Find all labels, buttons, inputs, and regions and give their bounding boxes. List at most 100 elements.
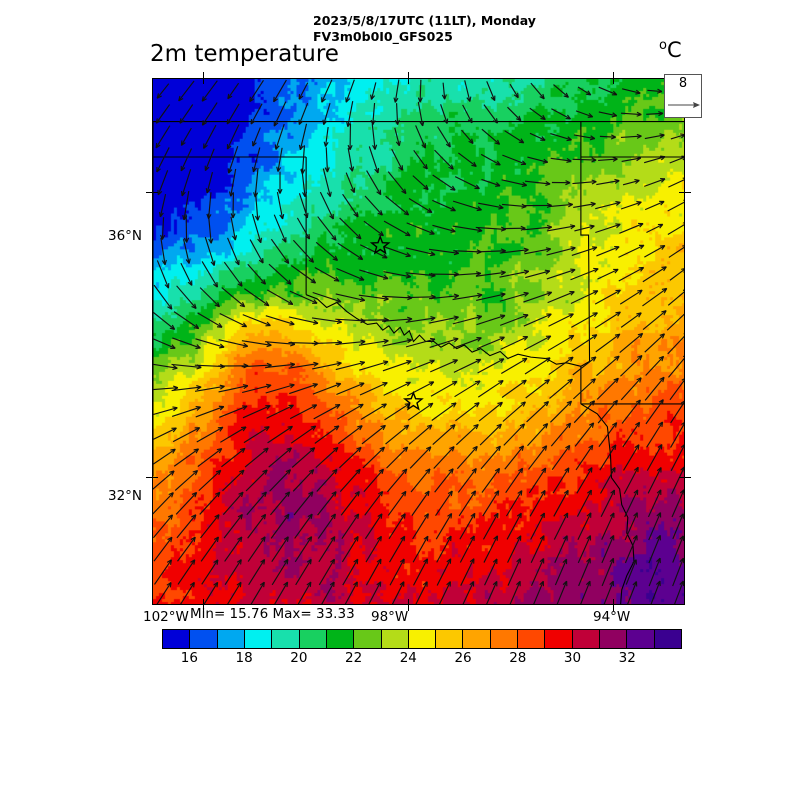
- wind-arrow-icon: [668, 245, 684, 258]
- wind-arrow-icon: [596, 355, 620, 377]
- wind-arrow-icon: [247, 263, 267, 285]
- wind-arrow-icon: [646, 111, 664, 117]
- wind-arrow-icon: [524, 335, 552, 351]
- wind-arrow-icon: [346, 101, 354, 127]
- colorbar-swatch: [408, 630, 437, 648]
- wind-arrow-icon: [499, 291, 529, 302]
- wind-arrow-icon: [453, 358, 482, 373]
- wind-arrow-icon: [486, 580, 498, 604]
- wind-arrow-icon: [524, 180, 551, 187]
- lat-tick-label-32: 32°N: [108, 488, 143, 504]
- wind-arrow-icon: [644, 244, 666, 258]
- wind-arrow-icon: [277, 171, 283, 194]
- wind-arrow-icon: [571, 246, 598, 256]
- colorbar-swatch: [326, 630, 355, 648]
- wind-arrow-icon: [503, 423, 526, 446]
- wind-arrow-icon: [321, 581, 335, 604]
- degree-symbol: o: [659, 38, 667, 53]
- wind-arrow-icon: [223, 513, 243, 539]
- wind-arrow-icon: [667, 199, 684, 212]
- wind-arrow-icon: [667, 222, 684, 235]
- wind-arrow-icon: [475, 270, 506, 277]
- wind-arrow-icon: [570, 267, 599, 281]
- map-plot-area[interactable]: [152, 78, 685, 605]
- station-star-north[interactable]: [369, 234, 391, 255]
- wind-arrow-icon: [177, 559, 196, 585]
- wind-arrow-icon: [413, 558, 429, 586]
- wind-arrow-icon: [572, 356, 597, 376]
- wind-arrow-icon: [153, 448, 176, 465]
- wind-arrow-icon: [623, 466, 639, 494]
- wind-arrow-icon: [265, 383, 295, 394]
- wind-arrow-icon: [298, 123, 308, 151]
- wind-arrow-icon: [271, 536, 289, 562]
- wind-arrow-icon: [553, 489, 569, 517]
- wind-arrow-icon: [298, 193, 309, 219]
- wind-arrow-icon: [477, 358, 505, 374]
- wind-arrow-icon: [573, 201, 596, 208]
- wind-arrow-icon: [625, 559, 637, 585]
- wind-arrow-icon: [429, 315, 459, 324]
- wind-arrow-icon: [183, 239, 191, 264]
- wind-arrow-icon: [266, 289, 294, 306]
- reference-vector-value: 8: [678, 76, 688, 91]
- wind-arrow-icon: [554, 558, 568, 586]
- wind-arrow-icon: [571, 312, 598, 328]
- wind-arrow-icon: [499, 247, 529, 254]
- wind-arrow-icon: [394, 103, 400, 125]
- wind-arrow-icon: [622, 421, 641, 448]
- wind-arrow-icon: [245, 469, 268, 492]
- wind-arrow-icon: [221, 287, 246, 308]
- wind-arrow-icon: [556, 580, 568, 604]
- wind-arrow-icon: [597, 268, 619, 280]
- wind-arrow-icon: [389, 558, 405, 586]
- wind-arrow-icon: [359, 382, 388, 396]
- wind-arrow-icon: [368, 581, 382, 604]
- wind-arrow-icon: [178, 80, 195, 102]
- colorbar-swatch: [654, 630, 681, 648]
- wind-arrow-icon: [405, 316, 436, 323]
- wind-arrow-icon: [341, 535, 359, 563]
- wind-arrow-icon: [480, 445, 501, 470]
- wind-arrow-icon: [526, 401, 550, 423]
- wind-arrow-icon: [597, 399, 619, 424]
- wind-arrow-icon: [173, 448, 200, 467]
- wind-arrow-icon: [577, 512, 592, 540]
- wind-arrow-icon: [154, 559, 172, 585]
- wind-arrow-icon: [224, 536, 243, 562]
- wind-arrow-icon: [220, 426, 247, 443]
- wind-arrow-icon: [361, 424, 386, 445]
- colorbar-swatch: [163, 630, 191, 648]
- wind-arrow-icon: [153, 385, 179, 391]
- wind-arrow-icon: [435, 512, 453, 540]
- wind-arrow-icon: [644, 200, 665, 211]
- wind-arrow-icon: [501, 379, 527, 398]
- wind-arrow-icon: [595, 200, 621, 210]
- page-title: 2m temperature: [150, 41, 339, 67]
- wind-arrow-icon: [312, 382, 342, 395]
- wind-arrow-icon: [359, 360, 389, 371]
- wind-arrow-icon: [669, 268, 684, 281]
- wind-arrow-icon: [336, 382, 365, 396]
- wind-arrow-icon: [385, 195, 410, 216]
- wind-arrow-icon: [385, 424, 410, 445]
- wind-arrow-icon: [549, 400, 573, 423]
- wind-arrow-icon: [646, 444, 663, 471]
- wind-arrow-icon: [226, 237, 240, 266]
- wind-arrow-icon: [386, 468, 408, 493]
- wind-arrow-icon: [620, 201, 642, 210]
- station-star-south[interactable]: [402, 390, 424, 411]
- wind-arrow-icon: [314, 266, 340, 282]
- wind-arrow-icon: [226, 124, 240, 150]
- wind-arrow-icon: [317, 216, 337, 241]
- wind-arrow-icon: [413, 149, 428, 170]
- wind-arrow-icon: [644, 133, 665, 140]
- wind-arrow-icon: [406, 222, 435, 235]
- wind-arrow-icon: [533, 580, 545, 604]
- wind-arrow-icon: [599, 134, 616, 140]
- wind-arrow-icon: [156, 582, 172, 604]
- wind-arrow-icon: [222, 469, 245, 492]
- wind-arrow-icon: [548, 313, 574, 327]
- wind-arrow-icon: [383, 271, 412, 279]
- wind-arrow-icon: [479, 423, 502, 446]
